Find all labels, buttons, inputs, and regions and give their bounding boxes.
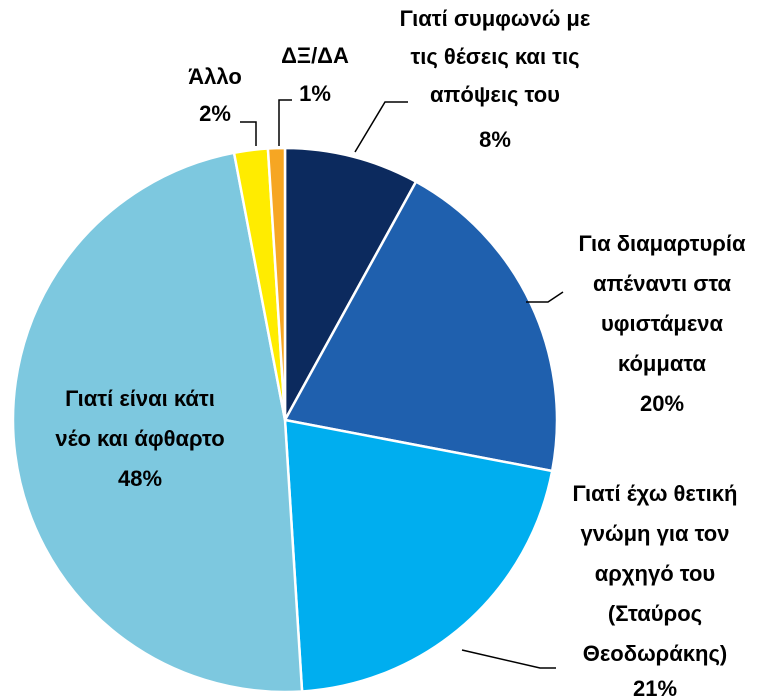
pie-slice bbox=[283, 179, 559, 473]
leader-line bbox=[354, 101, 408, 153]
pie-slice bbox=[11, 151, 304, 694]
value-label: 20% bbox=[640, 391, 684, 416]
slice-label: απόψεις του bbox=[430, 82, 560, 107]
slice-label: ΔΞ/ΔΑ bbox=[281, 43, 349, 68]
slice-label: Για διαμαρτυρία bbox=[578, 231, 746, 256]
value-label: 8% bbox=[479, 127, 511, 152]
slice-label: τις θέσεις και τις bbox=[410, 44, 579, 69]
slice-label: κόμματα bbox=[618, 351, 707, 376]
slice-label: αρχηγό του bbox=[595, 561, 715, 586]
leader-line bbox=[461, 649, 556, 669]
slice-label: υφιστάμενα bbox=[601, 311, 724, 336]
slice-label: Γιατί είναι κάτι bbox=[65, 386, 215, 411]
leader-line bbox=[240, 121, 257, 146]
pie-slice bbox=[283, 146, 418, 421]
value-label: 1% bbox=[299, 81, 331, 106]
value-label: 21% bbox=[633, 676, 677, 699]
leader-line bbox=[526, 291, 564, 303]
pie-slice bbox=[283, 418, 554, 693]
value-label: 48% bbox=[118, 466, 162, 491]
leader-line bbox=[278, 99, 292, 146]
pie-slice bbox=[266, 146, 287, 421]
slice-label: (Σταύρος bbox=[608, 601, 702, 626]
slice-label: Γιατί συμφωνώ με bbox=[400, 6, 591, 31]
slice-label: Θεοδωράκης) bbox=[583, 641, 728, 666]
slice-label: γνώμη για τον bbox=[581, 521, 730, 546]
value-label: 2% bbox=[199, 101, 231, 126]
slice-label: Γιατί έχω θετική bbox=[573, 481, 738, 506]
slice-label: απέναντι στα bbox=[593, 271, 732, 296]
slice-label: νέο και άφθαρτο bbox=[55, 426, 224, 451]
slice-label: Άλλο bbox=[188, 64, 242, 89]
